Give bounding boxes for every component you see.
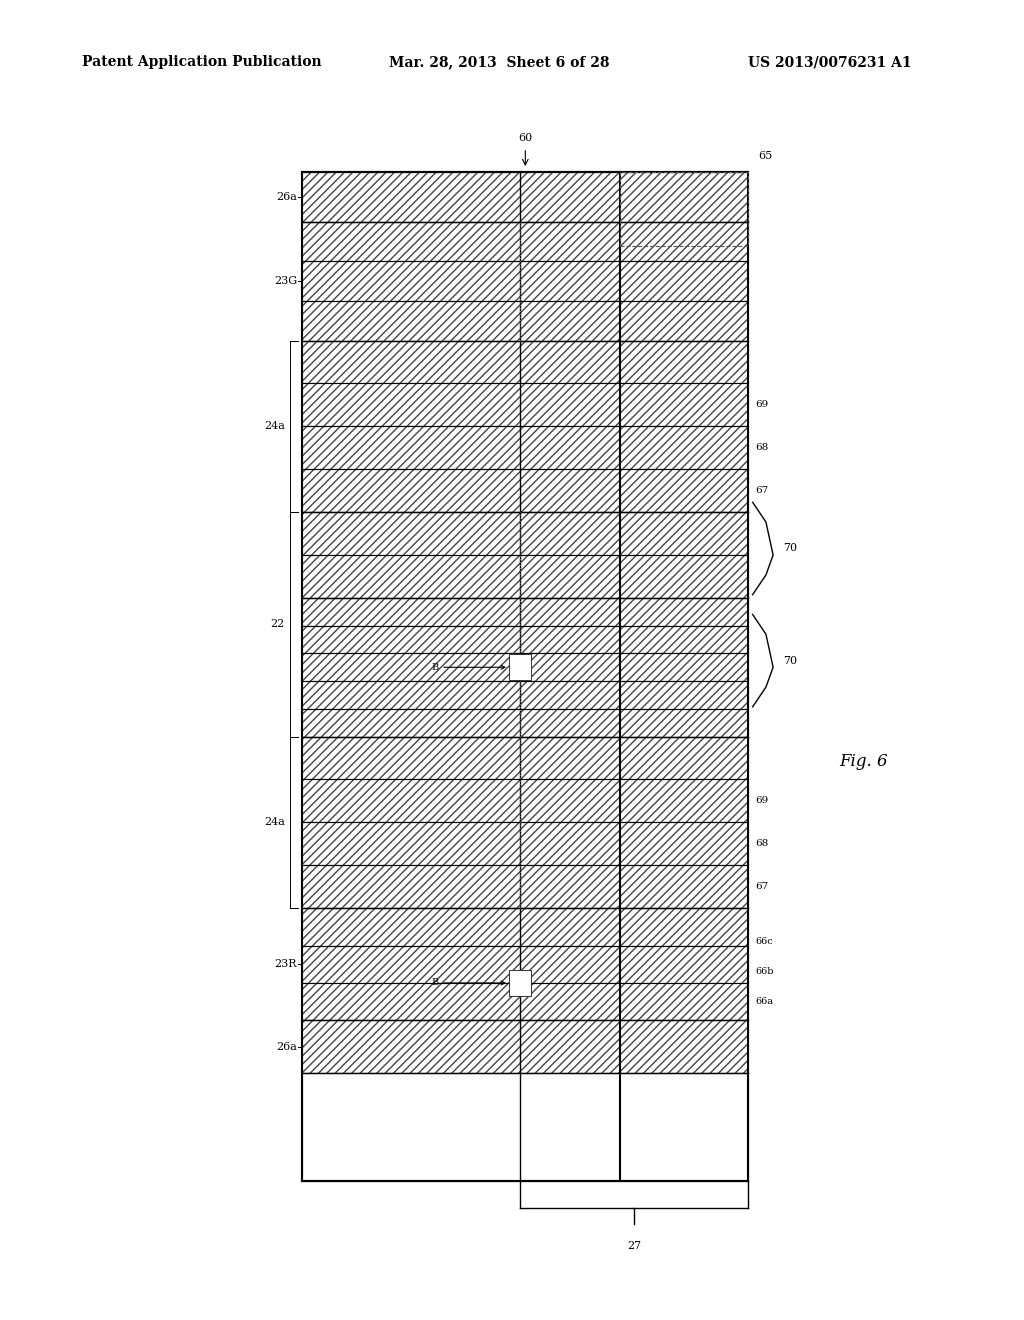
Bar bbox=[302, 222, 748, 261]
Text: 23R: 23R bbox=[274, 960, 297, 969]
Text: 24a: 24a bbox=[264, 817, 285, 828]
Text: 22: 22 bbox=[270, 619, 285, 630]
Bar bbox=[302, 1073, 748, 1181]
Bar bbox=[302, 945, 748, 983]
Bar bbox=[509, 655, 531, 681]
Text: 67: 67 bbox=[756, 486, 769, 495]
Bar bbox=[302, 681, 748, 709]
Bar bbox=[302, 470, 748, 512]
Text: 69: 69 bbox=[756, 796, 769, 805]
Text: 66c: 66c bbox=[756, 937, 773, 946]
Text: 70: 70 bbox=[783, 544, 798, 553]
Bar bbox=[302, 598, 748, 626]
Text: 24a: 24a bbox=[264, 421, 285, 432]
Bar bbox=[302, 426, 748, 469]
Text: B: B bbox=[431, 663, 505, 672]
Text: 23G: 23G bbox=[273, 276, 297, 286]
Text: B: B bbox=[431, 978, 505, 987]
Bar bbox=[302, 341, 748, 383]
Text: 70: 70 bbox=[783, 656, 798, 665]
Text: 66a: 66a bbox=[756, 997, 774, 1006]
Text: 68: 68 bbox=[756, 444, 769, 453]
Text: 66b: 66b bbox=[756, 968, 774, 977]
Text: Mar. 28, 2013  Sheet 6 of 28: Mar. 28, 2013 Sheet 6 of 28 bbox=[389, 55, 609, 70]
Text: 26a: 26a bbox=[276, 1041, 297, 1052]
Text: 69: 69 bbox=[756, 400, 769, 409]
Bar bbox=[302, 626, 748, 653]
Text: Fig. 6: Fig. 6 bbox=[840, 752, 888, 770]
Bar bbox=[302, 866, 748, 908]
Bar bbox=[302, 709, 748, 737]
Bar bbox=[302, 737, 748, 779]
Text: 27: 27 bbox=[627, 1241, 641, 1251]
Bar bbox=[302, 822, 748, 866]
Text: US 2013/0076231 A1: US 2013/0076231 A1 bbox=[748, 55, 911, 70]
Bar bbox=[620, 172, 748, 246]
Text: 60: 60 bbox=[518, 132, 532, 143]
Bar bbox=[302, 301, 748, 341]
Text: Patent Application Publication: Patent Application Publication bbox=[82, 55, 322, 70]
Bar bbox=[302, 779, 748, 822]
Bar bbox=[302, 556, 748, 598]
Bar bbox=[302, 172, 748, 222]
Bar bbox=[302, 383, 748, 426]
Bar bbox=[302, 261, 748, 301]
Bar bbox=[302, 983, 748, 1020]
Text: 68: 68 bbox=[756, 840, 769, 849]
Bar bbox=[302, 908, 748, 945]
Bar bbox=[302, 653, 748, 681]
Text: 65: 65 bbox=[758, 150, 772, 161]
Bar bbox=[509, 970, 531, 997]
Text: 26a: 26a bbox=[276, 191, 297, 202]
Bar bbox=[302, 512, 748, 556]
Bar bbox=[302, 1020, 748, 1073]
Text: 67: 67 bbox=[756, 882, 769, 891]
